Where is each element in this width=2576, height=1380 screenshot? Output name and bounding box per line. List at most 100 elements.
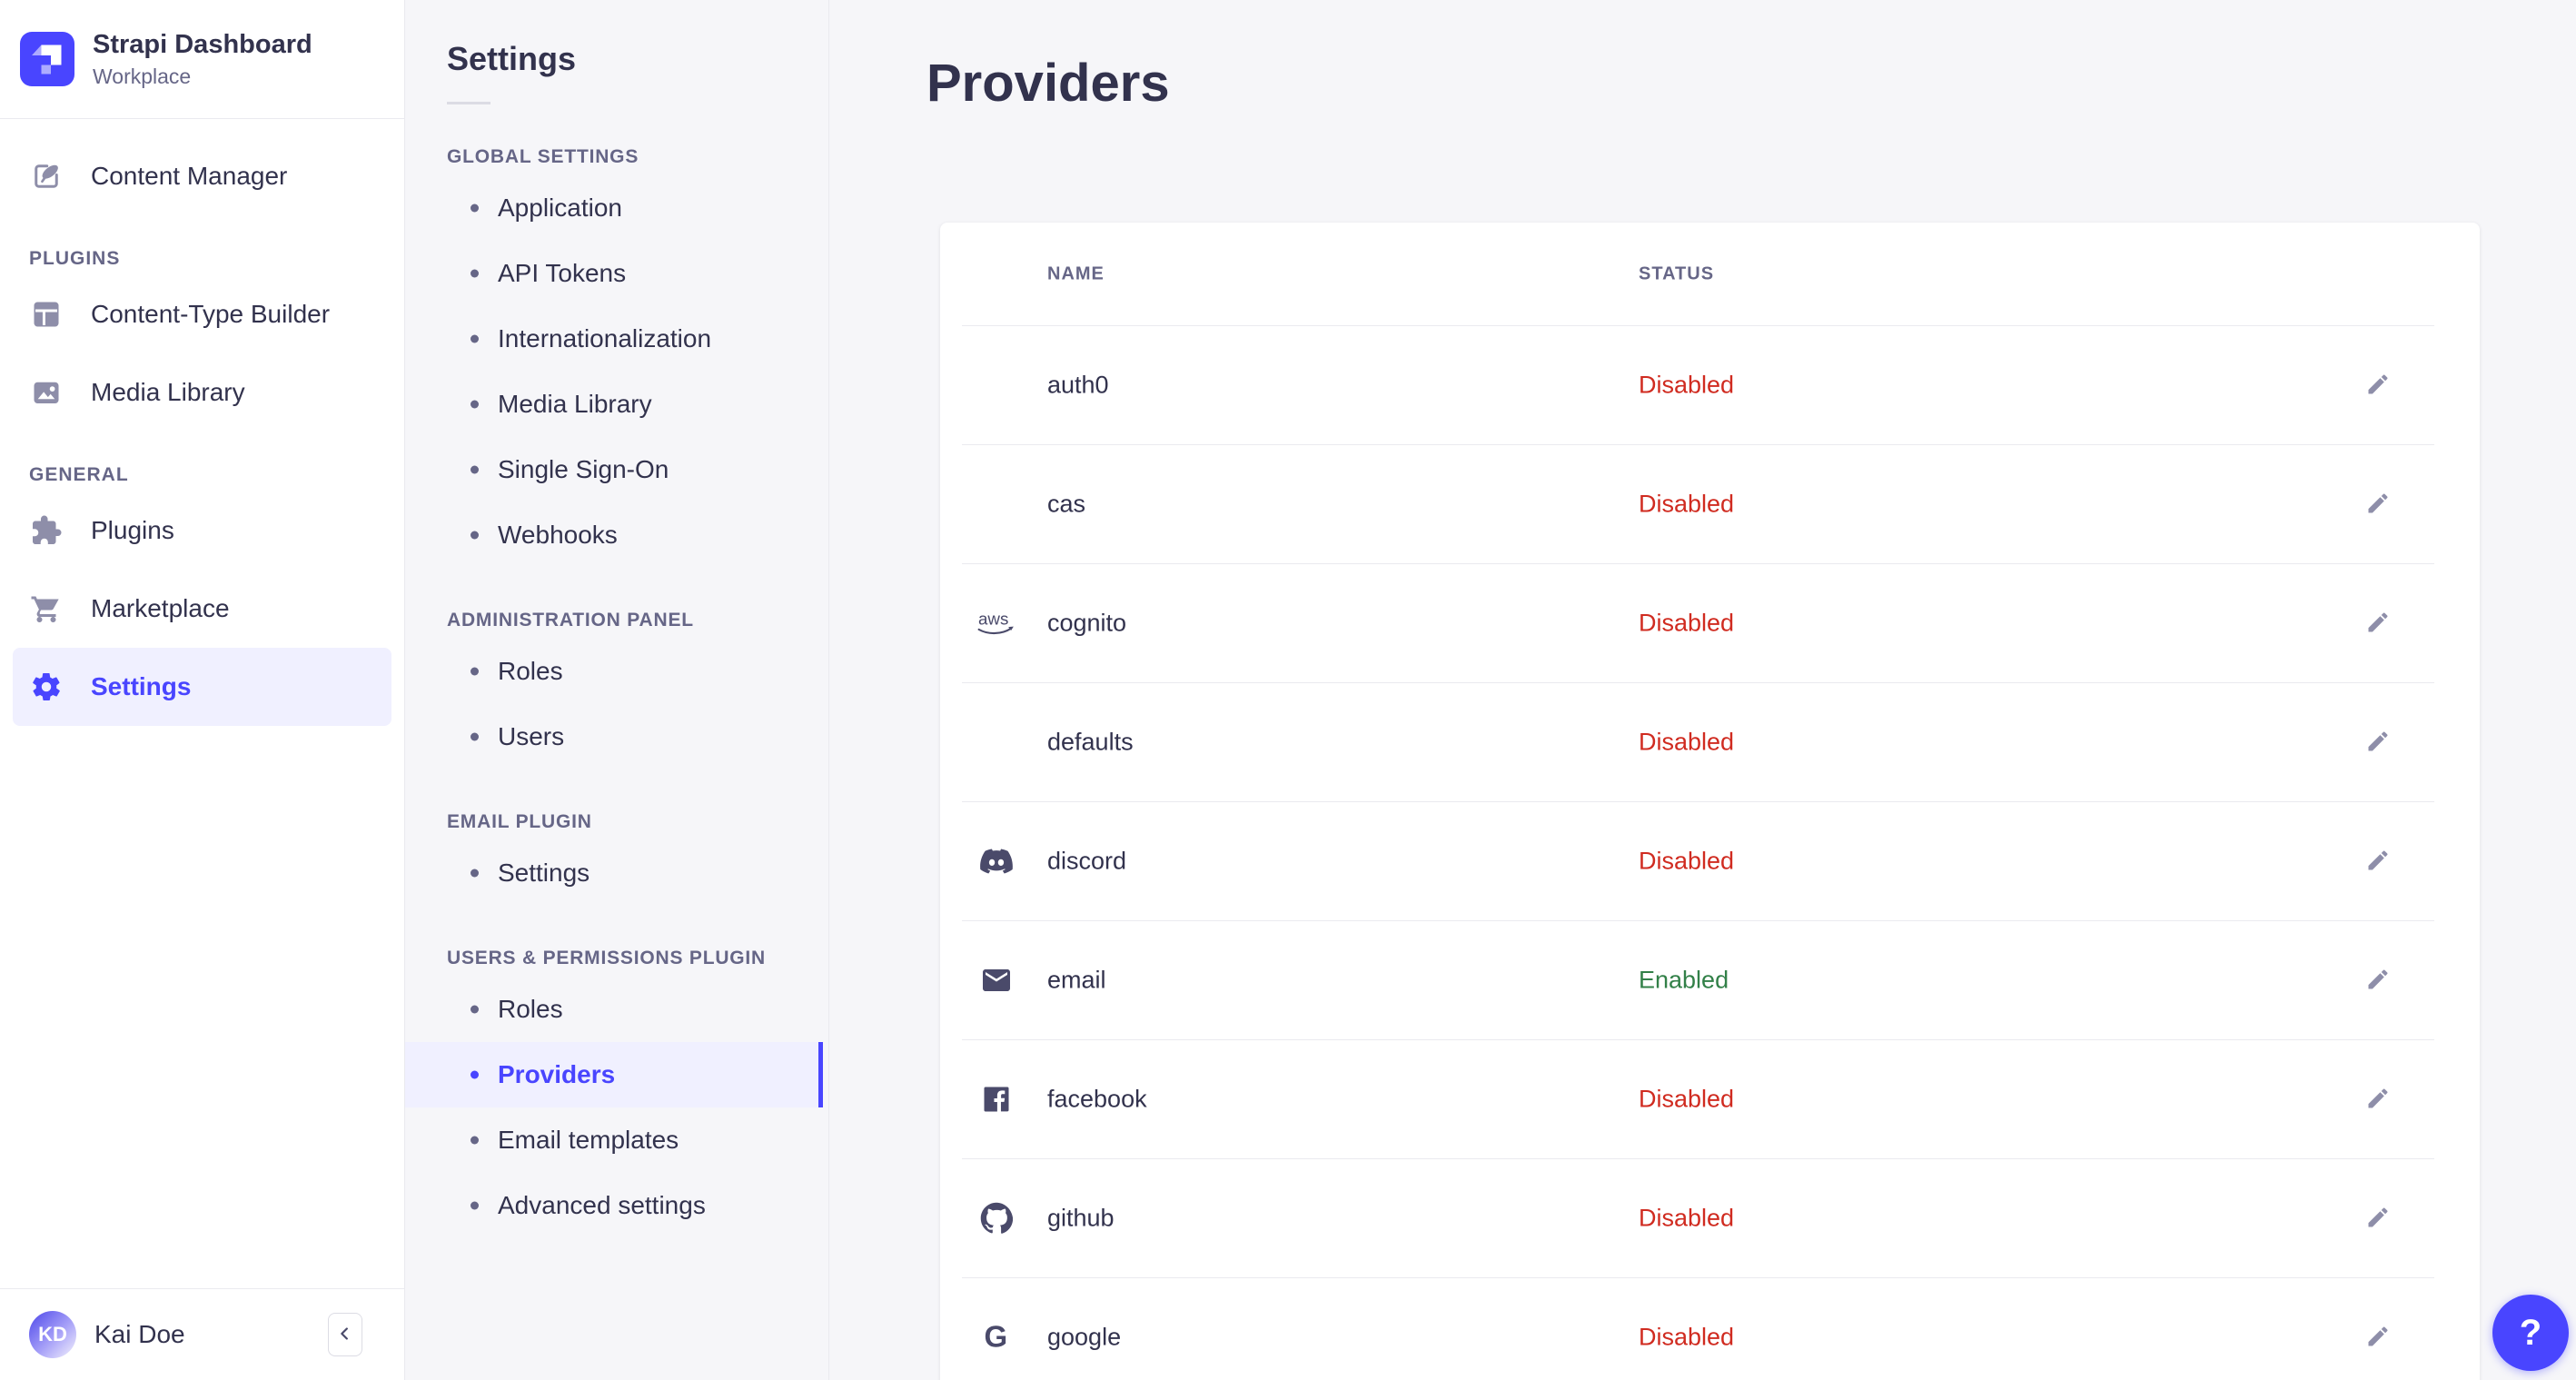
edit-provider-button[interactable] — [2362, 488, 2394, 521]
bullet-icon — [471, 334, 479, 343]
marketplace-icon — [29, 591, 64, 626]
provider-status: Disabled — [1639, 490, 1735, 518]
edit-icon — [2365, 1324, 2391, 1352]
plugins-icon — [29, 513, 64, 548]
content-type-builder-icon — [29, 297, 64, 332]
sidebar-item-settings[interactable]: Settings — [13, 648, 391, 726]
edit-icon — [2365, 848, 2391, 876]
brand-text: Strapi Dashboard Workplace — [93, 29, 312, 89]
edit-provider-button[interactable] — [2362, 1321, 2394, 1354]
sidebar-item-content-type-builder[interactable]: Content-Type Builder — [13, 275, 391, 353]
provider-status: Disabled — [1639, 1323, 1735, 1351]
edit-provider-button[interactable] — [2362, 369, 2394, 402]
media-library-icon — [29, 375, 64, 410]
table-row-facebook: facebook Disabled — [962, 1039, 2434, 1158]
sidebar-item-content-manager[interactable]: Content Manager — [13, 137, 391, 215]
sidebar-item-marketplace[interactable]: Marketplace — [13, 570, 391, 648]
settings-nav-item-label: Single Sign-On — [498, 455, 669, 483]
bullet-icon — [471, 465, 479, 474]
bullet-icon — [471, 1136, 479, 1145]
edit-provider-button[interactable] — [2362, 845, 2394, 878]
provider-status: Disabled — [1639, 847, 1735, 875]
settings-nav-item-api-tokens[interactable]: API Tokens — [405, 241, 828, 306]
help-button[interactable]: ? — [2492, 1295, 2569, 1371]
facebook-icon — [973, 1079, 1020, 1119]
sidebar-section-label: PLUGINS — [29, 248, 121, 269]
avatar[interactable]: KD — [29, 1311, 76, 1358]
provider-name: cas — [1047, 490, 1086, 518]
provider-name: github — [1047, 1204, 1115, 1232]
subnav-title: Settings — [447, 40, 577, 77]
settings-nav-item-application[interactable]: Application — [405, 175, 828, 241]
settings-nav-item-label: Roles — [498, 995, 563, 1023]
bullet-icon — [471, 204, 479, 213]
provider-status: Enabled — [1639, 966, 1729, 994]
settings-nav-item-advanced-settings[interactable]: Advanced settings — [405, 1173, 828, 1238]
provider-name: cognito — [1047, 609, 1127, 637]
edit-provider-button[interactable] — [2362, 1083, 2394, 1116]
settings-section-label: ADMINISTRATION PANEL — [447, 610, 694, 630]
providers-table-card: NAME STATUS auth0 Disabled cas Disabled aws c… — [940, 223, 2480, 1380]
edit-icon — [2365, 610, 2391, 638]
settings-icon — [29, 670, 64, 704]
page-title: Providers — [926, 54, 1170, 113]
settings-nav-item-users[interactable]: Users — [405, 704, 828, 769]
settings-nav-item-roles[interactable]: Roles — [405, 639, 828, 704]
settings-nav: GLOBAL SETTINGS Application API Tokens Inte… — [405, 146, 828, 1238]
bullet-icon — [471, 1005, 479, 1014]
edit-icon — [2365, 1086, 2391, 1114]
sidebar-item-label: Settings — [91, 672, 192, 700]
svg-text:G: G — [985, 1321, 1008, 1354]
settings-nav-item-label: Providers — [498, 1060, 616, 1088]
provider-status: Disabled — [1639, 1085, 1735, 1113]
table-row-cas: cas Disabled — [962, 444, 2434, 563]
edit-provider-button[interactable] — [2362, 1202, 2394, 1235]
settings-nav-item-roles[interactable]: Roles — [405, 977, 828, 1042]
sidebar-item-label: Content-Type Builder — [91, 300, 331, 328]
sidebar-item-label: Content Manager — [91, 162, 288, 190]
edit-icon — [2365, 1205, 2391, 1233]
settings-nav-item-internationalization[interactable]: Internationalization — [405, 306, 828, 372]
edit-provider-button[interactable] — [2362, 726, 2394, 759]
bullet-icon — [471, 1201, 479, 1210]
aws-icon: aws — [973, 603, 1020, 643]
provider-name: facebook — [1047, 1085, 1147, 1113]
column-header-name: NAME — [1047, 263, 1105, 283]
bullet-icon — [471, 667, 479, 676]
settings-nav-item-providers[interactable]: Providers — [405, 1042, 823, 1107]
settings-section-label: EMAIL PLUGIN — [447, 811, 592, 832]
edit-provider-button[interactable] — [2362, 607, 2394, 640]
table-row-github: github Disabled — [962, 1158, 2434, 1277]
settings-nav-item-label: Advanced settings — [498, 1191, 706, 1219]
main-content: Providers NAME STATUS auth0 Disabled cas Di… — [829, 0, 2576, 1380]
settings-nav-item-webhooks[interactable]: Webhooks — [405, 502, 828, 568]
edit-icon — [2365, 372, 2391, 400]
sidebar-item-label: Media Library — [91, 378, 245, 406]
bullet-icon — [471, 732, 479, 741]
settings-nav-item-label: Webhooks — [498, 521, 618, 549]
collapse-sidebar-button[interactable] — [328, 1313, 362, 1356]
edit-icon — [2365, 967, 2391, 995]
svg-text:aws: aws — [978, 609, 1008, 628]
sidebar-section-label: GENERAL — [29, 464, 129, 485]
sidebar-item-media-library[interactable]: Media Library — [13, 353, 391, 432]
settings-nav-item-email-templates[interactable]: Email templates — [405, 1107, 828, 1173]
bullet-icon — [471, 400, 479, 409]
provider-name: defaults — [1047, 728, 1134, 756]
sidebar-footer: KD Kai Doe — [0, 1288, 404, 1380]
settings-nav-item-label: Settings — [498, 859, 590, 887]
bullet-icon — [471, 269, 479, 278]
settings-nav-item-label: Media Library — [498, 390, 652, 418]
edit-provider-button[interactable] — [2362, 964, 2394, 997]
settings-nav-item-label: Email templates — [498, 1126, 679, 1154]
settings-section-label: GLOBAL SETTINGS — [447, 146, 639, 167]
bullet-icon — [471, 531, 479, 540]
settings-nav-item-single-sign-on[interactable]: Single Sign-On — [405, 437, 828, 502]
chevron-left-icon — [335, 1324, 355, 1346]
sidebar-item-plugins[interactable]: Plugins — [13, 491, 391, 570]
subnav-title-divider — [447, 102, 490, 104]
settings-nav-item-settings[interactable]: Settings — [405, 840, 828, 906]
edit-icon — [2365, 491, 2391, 519]
settings-nav-item-media-library[interactable]: Media Library — [405, 372, 828, 437]
